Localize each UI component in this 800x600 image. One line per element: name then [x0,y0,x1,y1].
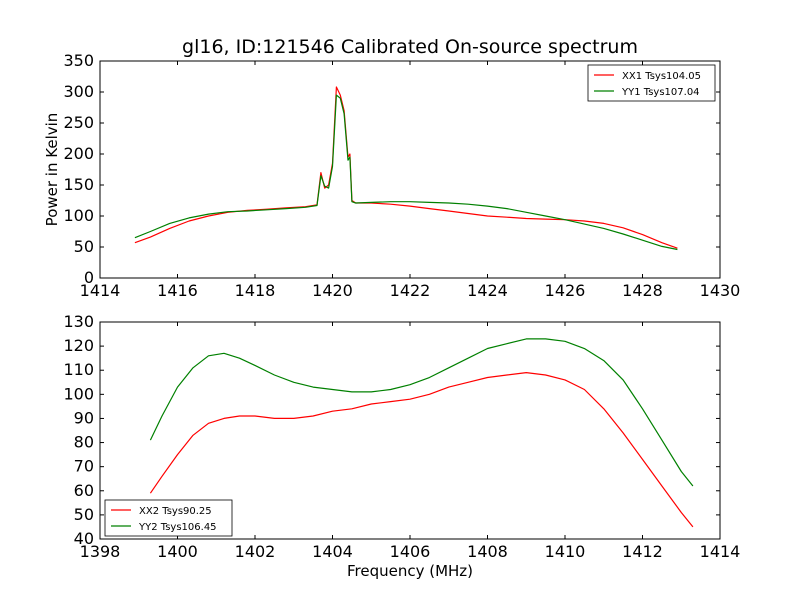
y-tick-label: 300 [63,82,94,101]
x-tick-label: 1416 [157,281,198,300]
y-tick-label: 70 [74,457,94,476]
x-tick-label: 1428 [622,281,663,300]
y-tick-label: 350 [63,51,94,70]
x-tick-label: 1426 [545,281,586,300]
y-tick-label: 200 [63,144,94,163]
x-tick-label: 1400 [157,542,198,561]
x-tick-label: 1412 [622,542,663,561]
x-tick-label: 1424 [467,281,508,300]
y-axis-label: Power in Kelvin [43,113,61,227]
y-tick-label: 50 [74,237,94,256]
legend-label: YY2 Tsys106.45 [138,522,217,533]
x-tick-label: 1406 [390,542,431,561]
y-tick-label: 100 [63,384,94,403]
y-tick-label: 80 [74,433,94,452]
y-tick-label: 40 [74,529,94,548]
y-tick-label: 100 [63,206,94,225]
legend-label: YY1 Tsys107.04 [621,87,700,98]
x-tick-label: 1414 [80,281,121,300]
y-tick-label: 130 [63,312,94,331]
x-tick-label: 1414 [700,542,741,561]
chart-title: gl16, ID:121546 Calibrated On-source spe… [182,36,638,58]
y-tick-label: 120 [63,336,94,355]
y-tick-label: 150 [63,175,94,194]
series-line-0-1 [134,94,678,251]
y-tick-label: 60 [74,481,94,500]
x-tick-label: 1422 [390,281,431,300]
x-tick-label: 1418 [235,281,276,300]
y-tick-label: 50 [74,505,94,524]
x-tick-label: 1410 [545,542,586,561]
y-tick-label: 110 [63,360,94,379]
x-tick-label: 1420 [312,281,353,300]
x-tick-label: 1408 [467,542,508,561]
x-tick-label: 1430 [700,281,741,300]
y-tick-label: 0 [84,268,94,287]
y-tick-label: 250 [63,113,94,132]
bottom-spectrum-panel: 1398 1400 1402 1404 1406 1408 1410 1412 1414 40 50… [63,312,740,580]
x-tick-label: 1402 [235,542,276,561]
legend-label: XX2 Tsys90.25 [139,506,212,517]
legend-label: XX1 Tsys104.05 [622,71,701,82]
x-axis-label: Frequency (MHz) [347,562,473,580]
x-tick-label: 1404 [312,542,353,561]
legend-box [104,499,233,537]
y-tick-label: 90 [74,408,94,427]
x-tick-label: 1398 [80,542,121,561]
legend-box [587,64,716,102]
legend: XX1 Tsys104.05 YY1 Tsys107.04 [587,64,716,102]
legend: XX2 Tsys90.25 YY2 Tsys106.45 [104,499,233,537]
top-spectrum-panel: 1414 1416 1418 1420 1422 1424 1426 1428 1430 0 50 1… [43,51,740,300]
series-line-1-1 [149,338,694,487]
series-line-1-0 [149,372,694,528]
